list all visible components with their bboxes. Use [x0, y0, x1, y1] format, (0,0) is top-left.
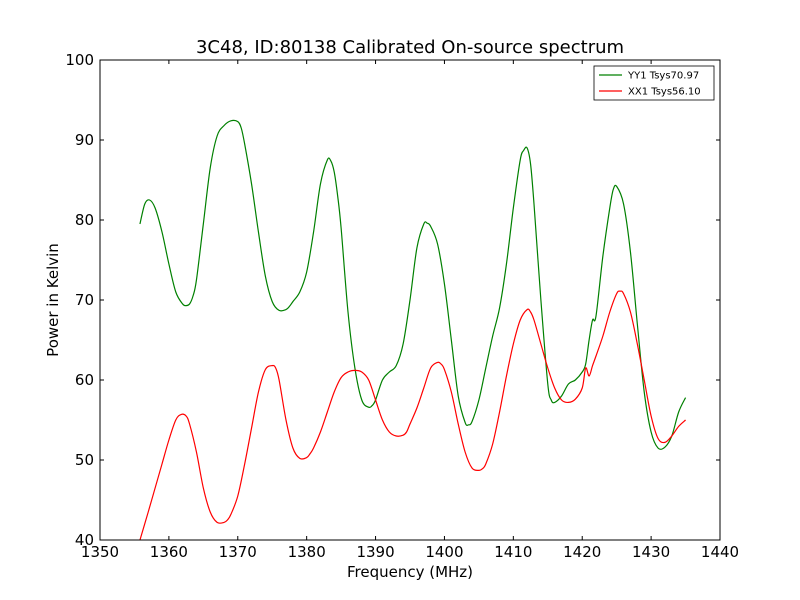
- x-tick-label: 1440: [701, 543, 739, 561]
- legend-box: [593, 65, 715, 101]
- y-tick-label: 100: [65, 51, 94, 69]
- legend-label: XX1 Tsys56.10: [628, 87, 701, 98]
- x-tick-label: 1390: [356, 543, 394, 561]
- y-tick-label: 90: [75, 131, 94, 149]
- chart-title: 3C48, ID:80138 Calibrated On-source spec…: [196, 37, 624, 58]
- y-tick-label: 80: [75, 211, 94, 229]
- x-tick-label: 1420: [563, 543, 601, 561]
- y-tick-label: 50: [75, 451, 94, 469]
- x-tick-label: 1400: [425, 543, 463, 561]
- series-line-0: [139, 119, 687, 450]
- x-tick-label: 1430: [632, 543, 670, 561]
- x-tick-label: 1380: [288, 543, 326, 561]
- x-axis-label: Frequency (MHz): [347, 563, 473, 581]
- series-line-1: [139, 290, 686, 540]
- x-axis: 1350 1360 1370 1380 1390 1400 1410 1420 1430 1440: [81, 60, 739, 561]
- y-tick-label: 40: [75, 531, 94, 549]
- legend-label: YY1 Tsys70.97: [627, 71, 699, 82]
- x-tick-label: 1370: [219, 543, 257, 561]
- y-tick-label: 70: [75, 291, 94, 309]
- y-axis-label: Power in Kelvin: [44, 243, 62, 357]
- x-tick-label: 1350: [81, 543, 119, 561]
- y-axis: 40 50 60 70 80 90 100: [65, 51, 720, 549]
- legend: YY1 Tsys70.97 XX1 Tsys56.10: [593, 65, 715, 101]
- x-tick-label: 1410: [494, 543, 532, 561]
- x-tick-label: 1360: [150, 543, 188, 561]
- y-tick-label: 60: [75, 371, 94, 389]
- series-layer: [139, 119, 687, 540]
